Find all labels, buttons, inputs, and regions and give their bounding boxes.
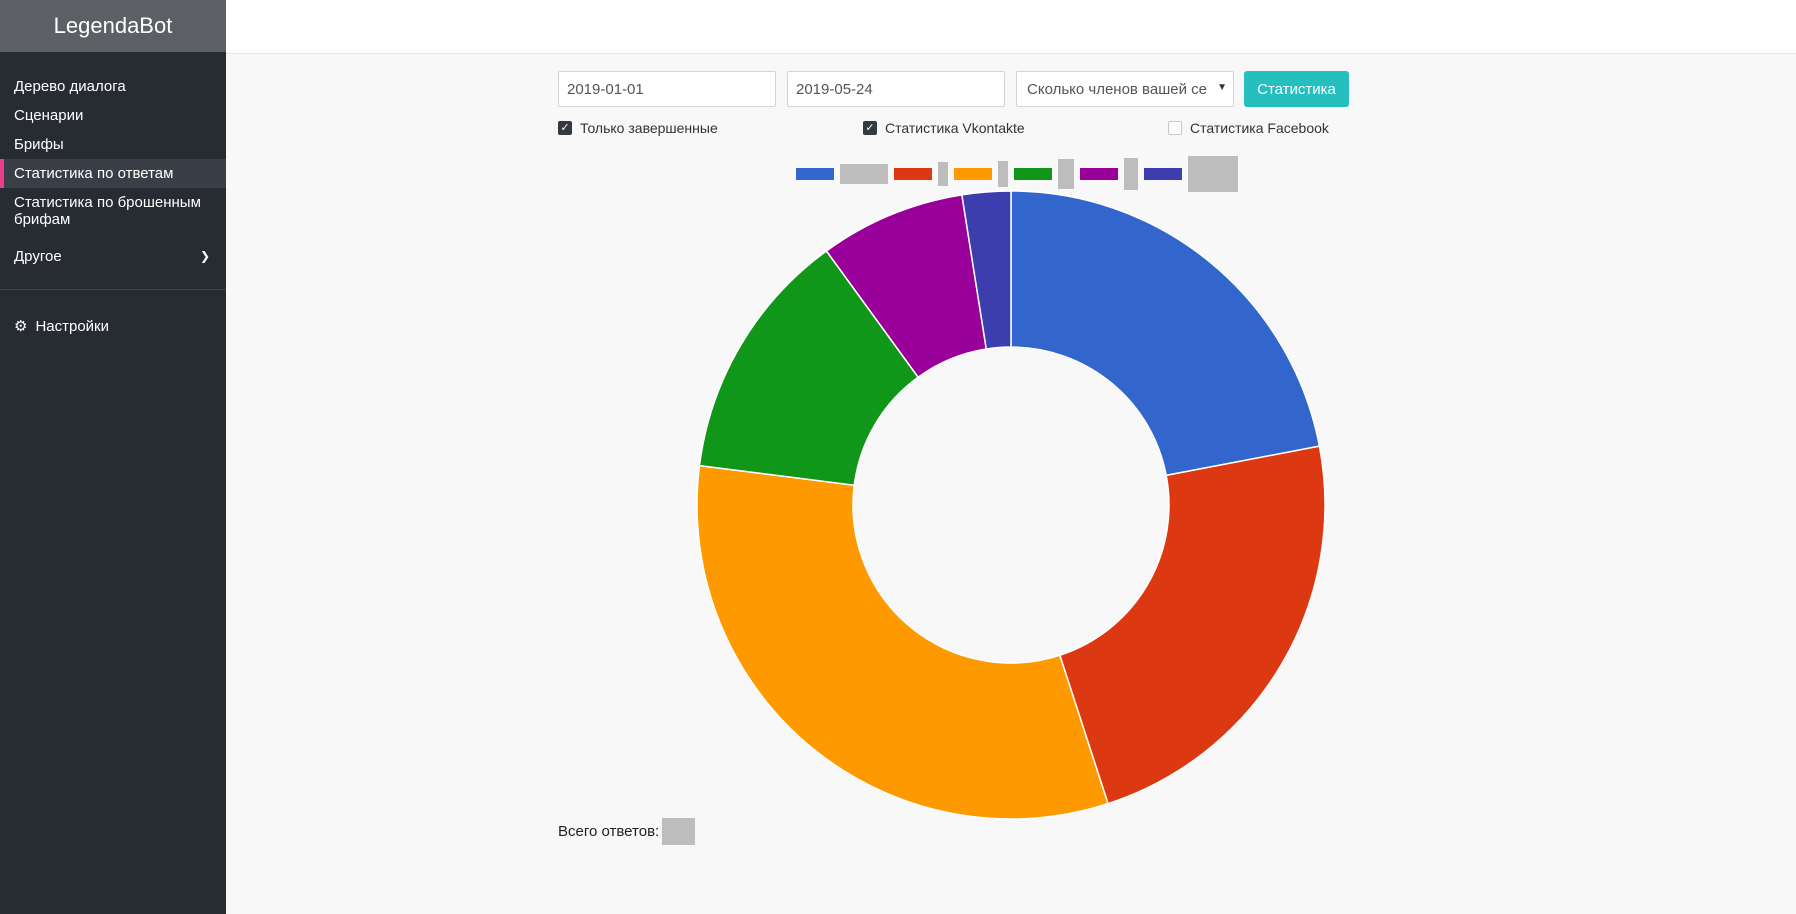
fb-checkbox-row[interactable]: Статистика Facebook bbox=[1168, 120, 1329, 136]
legend-item[interactable] bbox=[1014, 159, 1074, 189]
completed-only-checkbox[interactable]: ✓ bbox=[558, 121, 572, 135]
sidebar-item-settings-label: Настройки bbox=[35, 318, 110, 335]
legend-item[interactable] bbox=[954, 161, 1008, 187]
legend-swatch bbox=[894, 168, 932, 180]
pie-slice-4[interactable] bbox=[698, 249, 920, 487]
question-select-value: Сколько членов вашей се bbox=[1027, 80, 1207, 98]
caret-down-icon: ▼ bbox=[1217, 82, 1227, 93]
pie-slice-6[interactable] bbox=[961, 190, 1012, 350]
question-select[interactable]: Сколько членов вашей се ▼ bbox=[1016, 71, 1234, 107]
fb-label: Статистика Facebook bbox=[1190, 120, 1329, 136]
completed-only-checkbox-row[interactable]: ✓ Только завершенные bbox=[558, 120, 718, 136]
sidebar-item-scenarios[interactable]: Сценарии bbox=[14, 107, 84, 124]
completed-only-label: Только завершенные bbox=[580, 120, 718, 136]
legend-swatch bbox=[1144, 168, 1182, 180]
sidebar-item-dialog-tree[interactable]: Дерево диалога bbox=[14, 78, 126, 95]
legend-swatch bbox=[796, 168, 834, 180]
legend-label-redacted bbox=[1188, 156, 1238, 192]
pie-slice-2[interactable] bbox=[1058, 445, 1326, 805]
filter-bar: Сколько членов вашей се ▼ Статистика bbox=[558, 71, 1350, 107]
legend-item[interactable] bbox=[1144, 156, 1238, 192]
vk-label: Статистика Vkontakte bbox=[885, 120, 1025, 136]
legend-label-redacted bbox=[1058, 159, 1074, 189]
pie-slice-3[interactable] bbox=[696, 464, 1109, 820]
sidebar-divider bbox=[0, 289, 226, 290]
chart-legend bbox=[796, 155, 1244, 193]
total-answers-label: Всего ответов: bbox=[558, 823, 660, 840]
sidebar-item-abandoned-brief-stats[interactable]: Статистика по брошенным брифам bbox=[14, 194, 201, 228]
sidebar-item-settings[interactable]: ⚙ Настройки bbox=[0, 312, 226, 341]
fb-checkbox[interactable] bbox=[1168, 121, 1182, 135]
vk-checkbox[interactable]: ✓ bbox=[863, 121, 877, 135]
legend-item[interactable] bbox=[894, 162, 948, 186]
top-bar bbox=[226, 0, 1796, 54]
date-to-input[interactable] bbox=[787, 71, 1005, 107]
total-answers: Всего ответов: bbox=[558, 818, 696, 845]
sidebar-item-briefs[interactable]: Брифы bbox=[14, 136, 64, 153]
sidebar-item-answer-stats[interactable]: Статистика по ответам bbox=[0, 159, 226, 188]
legend-label-redacted bbox=[1124, 158, 1138, 190]
chevron-down-icon: ❯ bbox=[199, 249, 210, 263]
legend-label-redacted bbox=[840, 164, 888, 184]
legend-swatch bbox=[1014, 168, 1052, 180]
legend-swatch bbox=[954, 168, 992, 180]
legend-label-redacted bbox=[998, 161, 1008, 187]
date-from-input[interactable] bbox=[558, 71, 776, 107]
pie-slice-1[interactable] bbox=[1010, 190, 1321, 477]
brand-logo[interactable]: LegendaBot bbox=[0, 0, 226, 52]
vk-checkbox-row[interactable]: ✓ Статистика Vkontakte bbox=[863, 120, 1025, 136]
sidebar-item-other[interactable]: Другое ❯ bbox=[0, 242, 226, 271]
legend-item[interactable] bbox=[796, 164, 888, 184]
sidebar: LegendaBot Дерево диалога Сценарии Брифы… bbox=[0, 0, 226, 914]
legend-label-redacted bbox=[938, 162, 948, 186]
gear-icon: ⚙ bbox=[14, 318, 28, 335]
sidebar-item-other-label: Другое bbox=[14, 248, 62, 265]
sidebar-nav: Дерево диалога Сценарии Брифы Статистика… bbox=[0, 52, 226, 271]
legend-swatch bbox=[1080, 168, 1118, 180]
legend-item[interactable] bbox=[1080, 158, 1138, 190]
total-answers-value-redacted bbox=[662, 818, 696, 845]
statistics-button[interactable]: Статистика bbox=[1244, 71, 1349, 107]
